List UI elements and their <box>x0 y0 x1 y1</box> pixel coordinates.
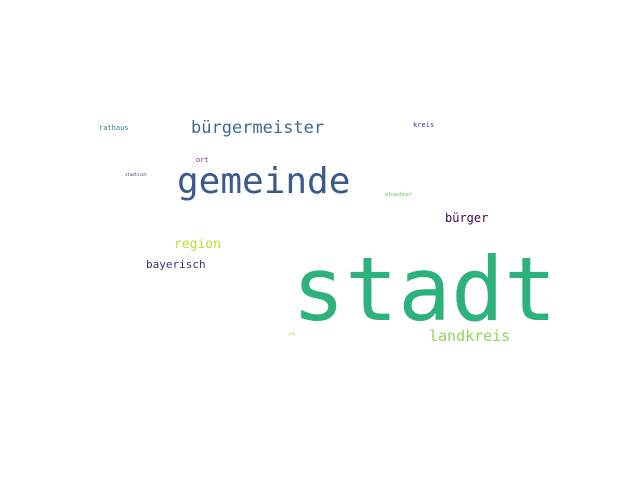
word-ort: ort <box>196 156 209 164</box>
word-buergermeister: bürgermeister <box>191 118 325 138</box>
word-kreis: kreis <box>413 121 435 129</box>
word-stadtisch: stadtisch <box>125 172 147 177</box>
word-region: region <box>174 237 221 252</box>
word-jan: jan <box>288 331 296 336</box>
word-buerger: bürger <box>445 211 489 225</box>
word-bayerisch: bayerisch <box>146 258 206 271</box>
word-einwohner: einwohner <box>385 192 413 198</box>
word-landkreis: landkreis <box>429 327 511 345</box>
word-rathaus: rathaus <box>99 124 129 132</box>
word-stadt: stadt <box>292 238 557 341</box>
word-gemeinde: gemeinde <box>177 161 351 202</box>
